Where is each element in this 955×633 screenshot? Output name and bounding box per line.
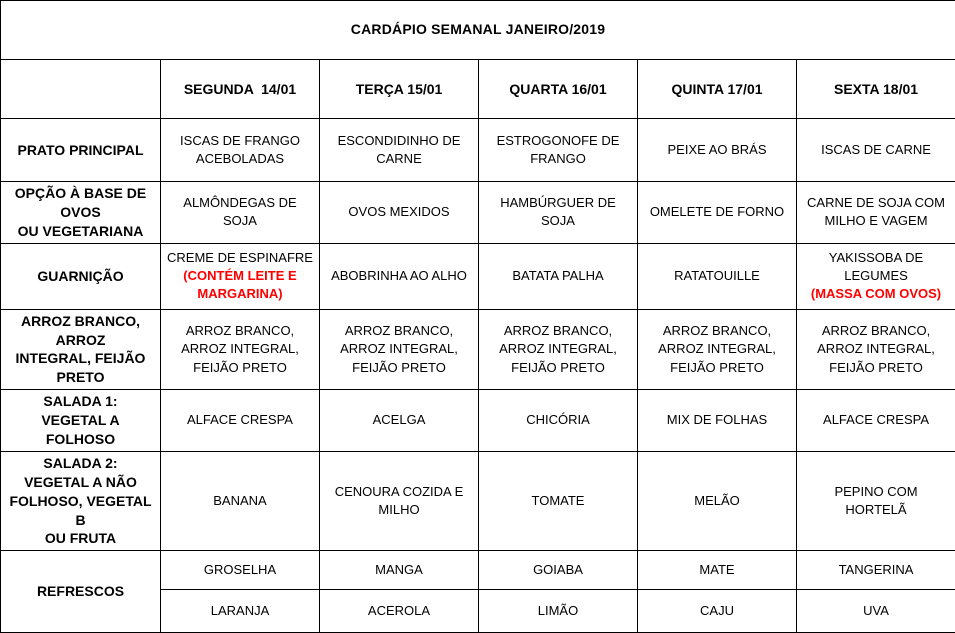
day-header-segunda: SEGUNDA 14/01: [161, 60, 320, 119]
menu-cell: HAMBÚRGUER DE SOJA: [479, 182, 638, 244]
menu-cell: ACEROLA: [320, 590, 479, 633]
menu-cell: MANGA: [320, 551, 479, 590]
menu-cell: ALFACE CRESPA: [161, 390, 320, 452]
menu-cell: GOIABA: [479, 551, 638, 590]
allergen-note: (CONTÉM LEITE E MARGARINA): [167, 267, 313, 303]
menu-cell: CREME DE ESPINAFRE(CONTÉM LEITE E MARGAR…: [161, 243, 320, 309]
day-header-quinta: QUINTA 17/01: [638, 60, 797, 119]
menu-cell: ESCONDIDINHO DE CARNE: [320, 119, 479, 182]
menu-cell: OMELETE DE FORNO: [638, 182, 797, 244]
menu-cell: BANANA: [161, 451, 320, 550]
menu-cell: CARNE DE SOJA COM MILHO E VAGEM: [797, 182, 955, 244]
menu-cell: MELÃO: [638, 451, 797, 550]
menu-cell: ISCAS DE CARNE: [797, 119, 955, 182]
row-label-refrescos: REFRESCOS: [1, 551, 161, 633]
menu-cell: ARROZ BRANCO, ARROZ INTEGRAL, FEIJÃO PRE…: [320, 309, 479, 390]
menu-cell: ARROZ BRANCO, ARROZ INTEGRAL, FEIJÃO PRE…: [479, 309, 638, 390]
menu-cell: ESTROGONOFE DE FRANGO: [479, 119, 638, 182]
row-label-arroz-feijao: ARROZ BRANCO, ARROZ INTEGRAL, FEIJÃO PRE…: [1, 309, 161, 390]
menu-cell: CAJU: [638, 590, 797, 633]
menu-cell: ARROZ BRANCO, ARROZ INTEGRAL, FEIJÃO PRE…: [797, 309, 955, 390]
row-label-salada-1: SALADA 1: VEGETAL A FOLHOSO: [1, 390, 161, 452]
menu-cell: ALFACE CRESPA: [797, 390, 955, 452]
menu-cell: ABOBRINHA AO ALHO: [320, 243, 479, 309]
menu-cell: TANGERINA: [797, 551, 955, 590]
menu-cell: UVA: [797, 590, 955, 633]
menu-cell: TOMATE: [479, 451, 638, 550]
menu-cell: MATE: [638, 551, 797, 590]
menu-cell: LARANJA: [161, 590, 320, 633]
row-label-guarnicao: GUARNIÇÃO: [1, 243, 161, 309]
page-title: CARDÁPIO SEMANAL JANEIRO/2019: [1, 1, 955, 60]
row-label-opcao-ovos-vegetariana: OPÇÃO À BASE DE OVOS OU VEGETARIANA: [1, 182, 161, 244]
row-label-salada-2: SALADA 2: VEGETAL A NÃO FOLHOSO, VEGETAL…: [1, 451, 161, 550]
menu-cell: BATATA PALHA: [479, 243, 638, 309]
menu-cell: GROSELHA: [161, 551, 320, 590]
menu-cell: RATATOUILLE: [638, 243, 797, 309]
menu-cell: PEIXE AO BRÁS: [638, 119, 797, 182]
menu-cell: LIMÃO: [479, 590, 638, 633]
menu-cell: MIX DE FOLHAS: [638, 390, 797, 452]
day-header-quarta: QUARTA 16/01: [479, 60, 638, 119]
menu-cell: CENOURA COZIDA E MILHO: [320, 451, 479, 550]
row-label-prato-principal: PRATO PRINCIPAL: [1, 119, 161, 182]
menu-cell: ISCAS DE FRANGO ACEBOLADAS: [161, 119, 320, 182]
menu-cell: ACELGA: [320, 390, 479, 452]
menu-cell: ARROZ BRANCO, ARROZ INTEGRAL, FEIJÃO PRE…: [161, 309, 320, 390]
menu-cell: YAKISSOBA DE LEGUMES(MASSA COM OVOS): [797, 243, 955, 309]
menu-cell: CHICÓRIA: [479, 390, 638, 452]
day-header-terca: TERÇA 15/01: [320, 60, 479, 119]
menu-cell: PEPINO COM HORTELÃ: [797, 451, 955, 550]
corner-empty-cell: [1, 60, 161, 119]
day-header-sexta: SEXTA 18/01: [797, 60, 955, 119]
menu-cell: ARROZ BRANCO, ARROZ INTEGRAL, FEIJÃO PRE…: [638, 309, 797, 390]
menu-cell: OVOS MEXIDOS: [320, 182, 479, 244]
menu-cell: ALMÔNDEGAS DE SOJA: [161, 182, 320, 244]
allergen-note: (MASSA COM OVOS): [803, 285, 949, 303]
